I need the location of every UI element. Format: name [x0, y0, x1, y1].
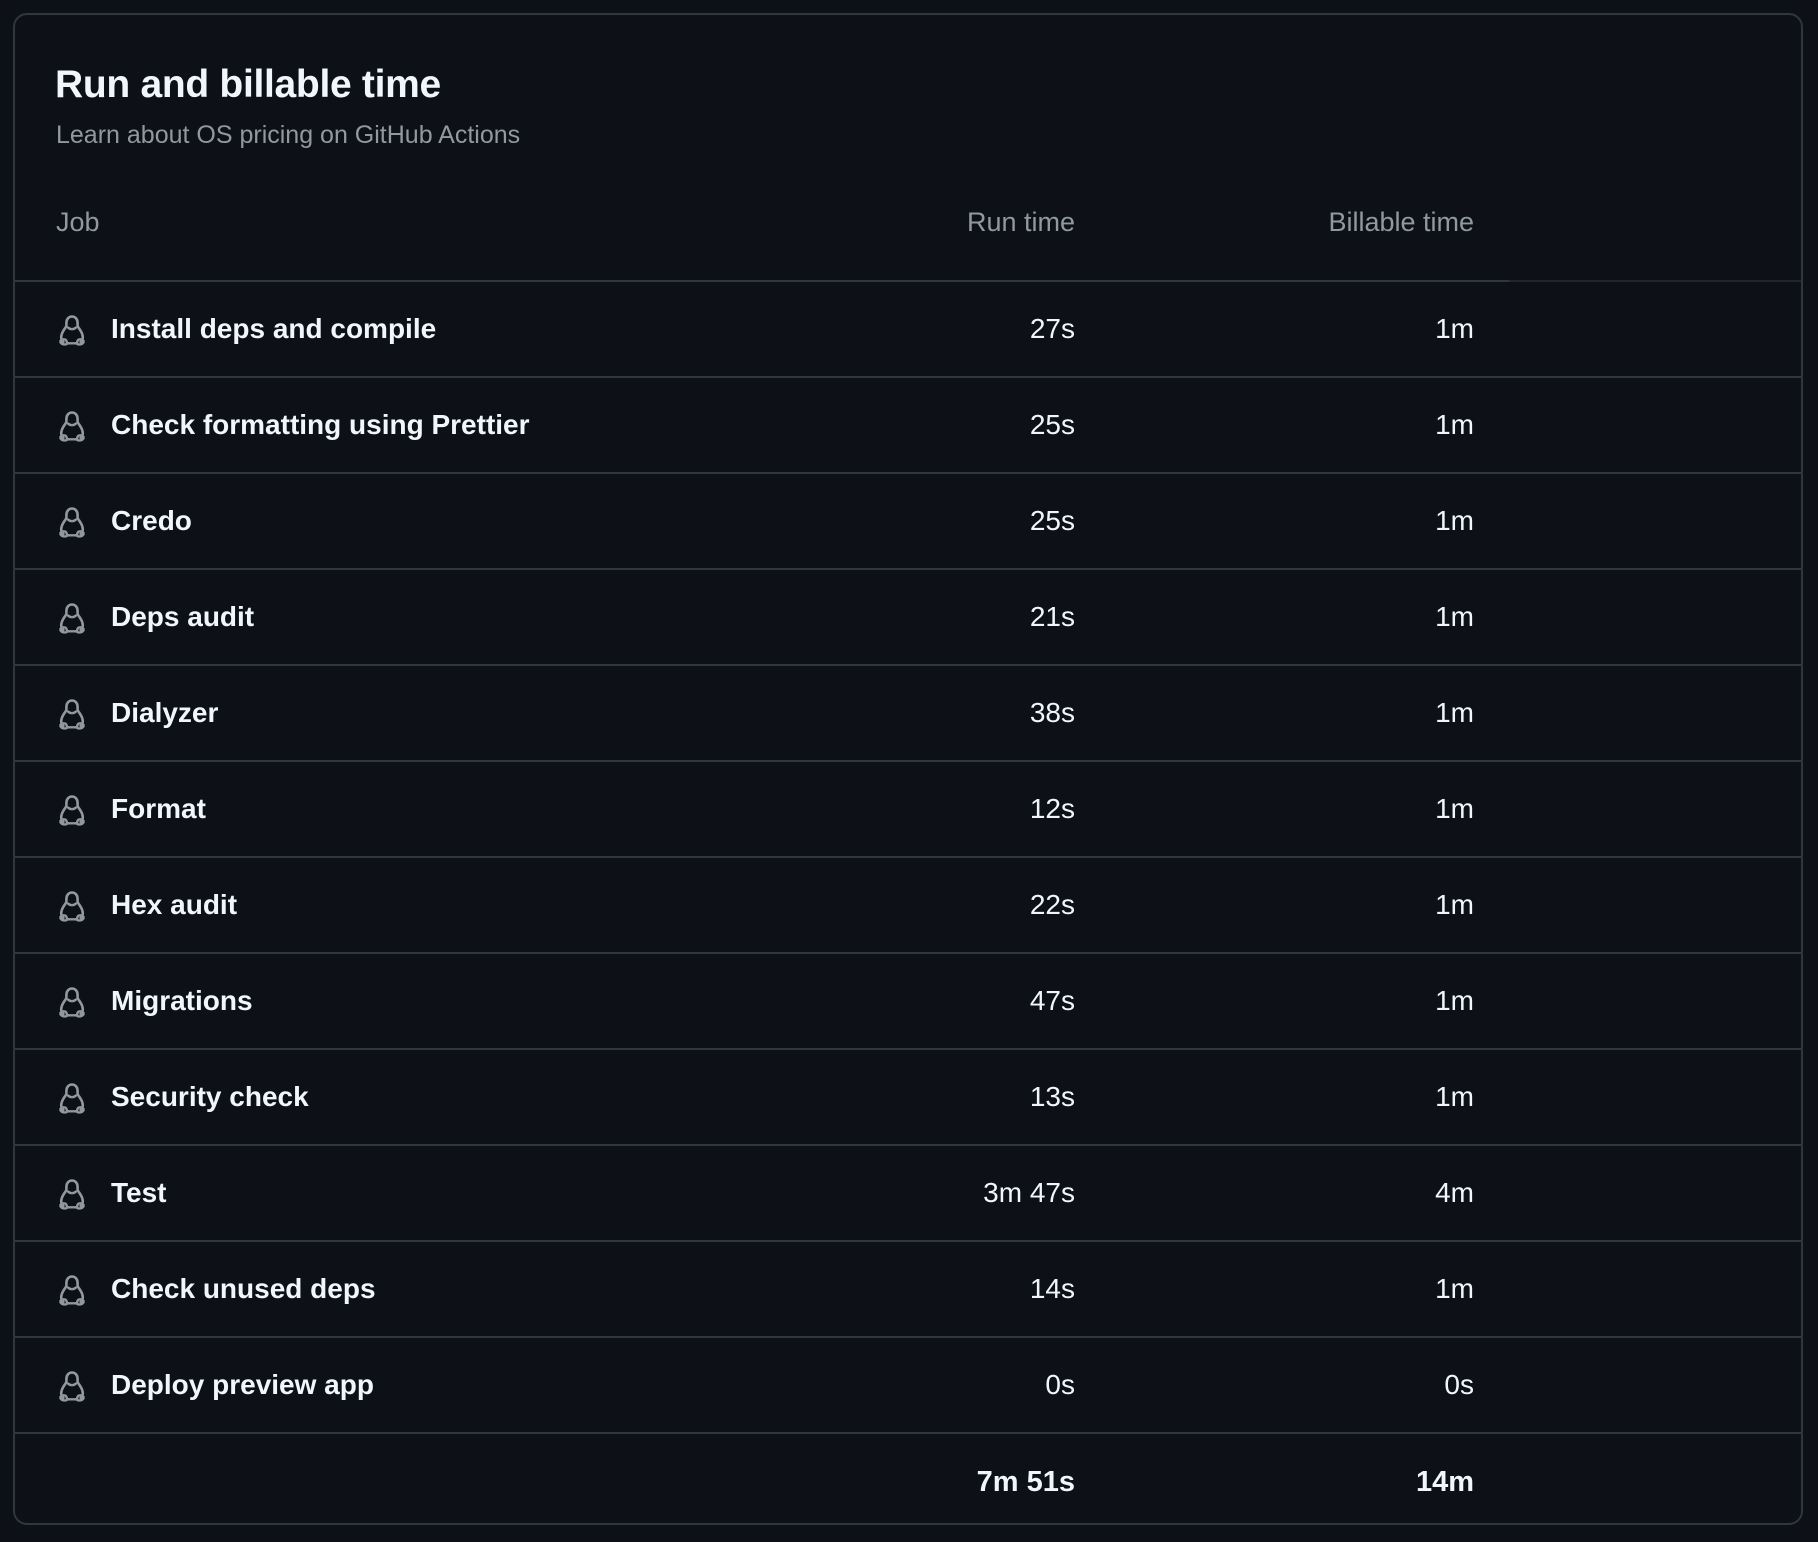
- job-run-time: 14s: [1029, 1273, 1075, 1304]
- header-divider: [1509, 280, 1801, 282]
- job-run-time: 38s: [1029, 697, 1075, 728]
- linux-penguin-icon: [57, 1274, 87, 1306]
- job-billable-time: 1m: [1435, 409, 1474, 440]
- table-header: Job Run time Billable time: [15, 183, 1801, 282]
- job-billable-time: 1m: [1435, 1081, 1474, 1112]
- table-row[interactable]: Deploy preview app 0s 0s: [15, 1338, 1801, 1434]
- table-row[interactable]: Credo 25s 1m: [15, 474, 1801, 570]
- table-row[interactable]: Install deps and compile 27s 1m: [15, 282, 1801, 378]
- linux-penguin-icon: [57, 1370, 87, 1402]
- totals-row: 7m 51s 14m: [15, 1434, 1801, 1523]
- job-run-time: 21s: [1029, 601, 1075, 632]
- linux-penguin-icon: [57, 410, 87, 442]
- table-row[interactable]: Dialyzer 38s 1m: [15, 666, 1801, 762]
- job-billable-time: 1m: [1435, 985, 1474, 1016]
- job-billable-time: 1m: [1435, 793, 1474, 824]
- column-header-job: Job: [56, 207, 100, 237]
- run-billable-time-panel: Run and billable time Learn about OS pri…: [13, 13, 1803, 1525]
- os-pricing-link[interactable]: Learn about OS pricing on GitHub Actions: [56, 121, 521, 149]
- linux-penguin-icon: [57, 506, 87, 538]
- job-billable-time: 1m: [1435, 697, 1474, 728]
- table-row[interactable]: Check unused deps 14s 1m: [15, 1242, 1801, 1338]
- linux-penguin-icon: [57, 1082, 87, 1114]
- linux-penguin-icon: [57, 314, 87, 346]
- job-run-time: 47s: [1029, 985, 1075, 1016]
- total-billable-time: 14m: [1415, 1466, 1474, 1498]
- linux-penguin-icon: [57, 1178, 87, 1210]
- job-billable-time: 1m: [1435, 601, 1474, 632]
- table-row[interactable]: Check formatting using Prettier 25s 1m: [15, 378, 1801, 474]
- total-run-time: 7m 51s: [976, 1466, 1075, 1498]
- job-name[interactable]: Test: [111, 1177, 167, 1208]
- column-header-billable-time: Billable time: [1328, 207, 1474, 237]
- job-run-time: 0s: [1045, 1369, 1075, 1400]
- job-billable-time: 1m: [1435, 505, 1474, 536]
- panel-title: Run and billable time: [55, 63, 441, 106]
- job-billable-time: 1m: [1435, 1273, 1474, 1304]
- job-name[interactable]: Deps audit: [111, 601, 255, 632]
- table-row[interactable]: Deps audit 21s 1m: [15, 570, 1801, 666]
- job-billable-time: 0s: [1444, 1369, 1474, 1400]
- job-billable-time: 1m: [1435, 889, 1474, 920]
- job-name[interactable]: Check unused deps: [111, 1273, 376, 1304]
- job-name[interactable]: Security check: [111, 1081, 309, 1112]
- job-name[interactable]: Check formatting using Prettier: [111, 409, 530, 440]
- jobs-table-body: Install deps and compile 27s 1m Check forma…: [15, 282, 1801, 1434]
- job-name[interactable]: Deploy preview app: [111, 1369, 374, 1400]
- job-run-time: 27s: [1029, 313, 1075, 344]
- job-billable-time: 1m: [1435, 313, 1474, 344]
- job-run-time: 25s: [1029, 505, 1075, 536]
- job-name[interactable]: Hex audit: [111, 889, 238, 920]
- job-name[interactable]: Install deps and compile: [111, 313, 437, 344]
- table-row[interactable]: Test 3m 47s 4m: [15, 1146, 1801, 1242]
- job-billable-time: 4m: [1435, 1177, 1474, 1208]
- job-name[interactable]: Dialyzer: [111, 697, 219, 728]
- linux-penguin-icon: [57, 602, 87, 634]
- job-name[interactable]: Format: [111, 793, 206, 824]
- linux-penguin-icon: [57, 794, 87, 826]
- linux-penguin-icon: [57, 698, 87, 730]
- job-name[interactable]: Credo: [111, 505, 192, 536]
- table-row[interactable]: Hex audit 22s 1m: [15, 858, 1801, 954]
- job-run-time: 3m 47s: [983, 1177, 1075, 1208]
- table-row[interactable]: Migrations 47s 1m: [15, 954, 1801, 1050]
- table-row[interactable]: Security check 13s 1m: [15, 1050, 1801, 1146]
- column-header-run-time: Run time: [966, 207, 1075, 237]
- job-run-time: 12s: [1029, 793, 1075, 824]
- job-run-time: 22s: [1029, 889, 1075, 920]
- linux-penguin-icon: [57, 986, 87, 1018]
- job-run-time: 13s: [1029, 1081, 1075, 1112]
- job-run-time: 25s: [1029, 409, 1075, 440]
- job-name[interactable]: Migrations: [111, 985, 253, 1016]
- table-row[interactable]: Format 12s 1m: [15, 762, 1801, 858]
- linux-penguin-icon: [57, 890, 87, 922]
